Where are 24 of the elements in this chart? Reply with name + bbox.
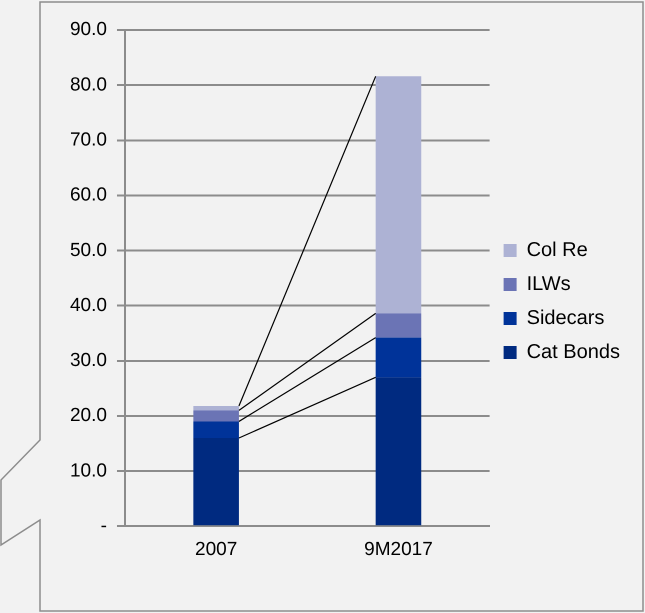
x-tick-label: 2007: [194, 538, 238, 560]
y-tick-label: 70.0: [70, 130, 107, 150]
y-tick-label: 30.0: [70, 350, 107, 372]
bar: [193, 410, 239, 422]
bar: [376, 313, 422, 338]
y-tick-label: 20.0: [70, 405, 107, 426]
legend-label: Sidecars: [526, 307, 604, 330]
bar: [376, 338, 422, 378]
bar: [376, 76, 422, 314]
x-tick-label: 9M2017: [364, 538, 433, 560]
legend-label: Col Re: [526, 239, 588, 262]
y-tick-label: 50.0: [70, 240, 107, 261]
y-tick-label: 90.0: [70, 19, 107, 40]
bar: [193, 421, 239, 438]
y-tick-label: 60.0: [70, 184, 107, 206]
bar: [193, 406, 239, 410]
y-tick-label: 40.0: [70, 294, 107, 316]
legend-label: ILWs: [526, 273, 571, 296]
y-tick-label: 10.0: [70, 460, 107, 482]
y-tick-label: -: [100, 515, 107, 536]
bar: [376, 377, 422, 526]
legend-label: Cat Bonds: [526, 341, 620, 364]
bar: [193, 438, 239, 526]
y-tick-label: 80.0: [70, 74, 107, 96]
